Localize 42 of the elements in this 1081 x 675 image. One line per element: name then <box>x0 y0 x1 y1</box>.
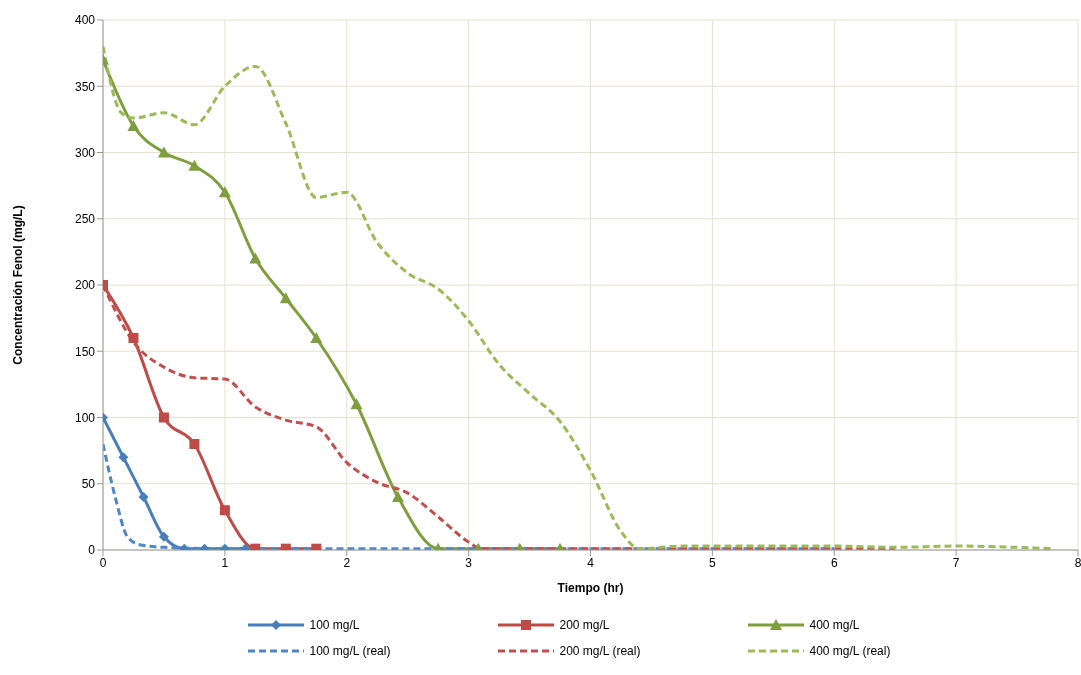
point <box>279 292 292 304</box>
x-tick-label: 2 <box>343 555 351 570</box>
x-tick-label: 5 <box>709 555 717 570</box>
legend-label: 200 mg/L <box>559 618 610 632</box>
point <box>158 412 169 423</box>
x-tick-label: 7 <box>952 555 960 570</box>
point <box>219 505 230 516</box>
y-tick-label: 400 <box>74 13 96 28</box>
y-axis-title: Concentración Fenol (mg/L) <box>11 205 26 365</box>
x-axis-title: Tiempo (hr) <box>557 581 624 595</box>
point <box>188 159 201 171</box>
point <box>391 491 404 502</box>
x-tick-label: 3 <box>465 555 473 570</box>
x-tick-label: 0 <box>99 555 107 570</box>
point <box>189 439 200 449</box>
point <box>118 452 129 463</box>
legend-label: 200 mg/L (real) <box>559 644 641 658</box>
point <box>249 252 262 264</box>
y-tick-label: 350 <box>74 79 96 94</box>
legend-label: 100 mg/L (real) <box>309 644 391 658</box>
y-tick-label: 150 <box>74 344 96 359</box>
point <box>158 531 169 542</box>
y-tick-label: 100 <box>74 410 96 425</box>
point <box>127 120 140 131</box>
y-tick-label: 50 <box>81 477 96 492</box>
point <box>350 398 363 410</box>
x-tick-label: 8 <box>1074 555 1081 570</box>
x-tick-label: 1 <box>221 555 229 570</box>
y-tick-label: 200 <box>74 278 96 293</box>
y-tick-label: 250 <box>74 212 96 227</box>
x-tick-label: 6 <box>830 555 838 570</box>
point <box>310 332 323 343</box>
point <box>138 492 149 502</box>
point <box>157 146 170 158</box>
y-tick-label: 0 <box>88 543 96 558</box>
point <box>218 186 231 198</box>
legend-label: 100 mg/L <box>309 618 360 632</box>
legend-label: 400 mg/L (real) <box>809 644 891 658</box>
legend-label: 400 mg/L <box>809 618 860 632</box>
x-tick-label: 4 <box>587 555 595 570</box>
y-tick-label: 300 <box>74 145 96 160</box>
point <box>128 333 139 343</box>
